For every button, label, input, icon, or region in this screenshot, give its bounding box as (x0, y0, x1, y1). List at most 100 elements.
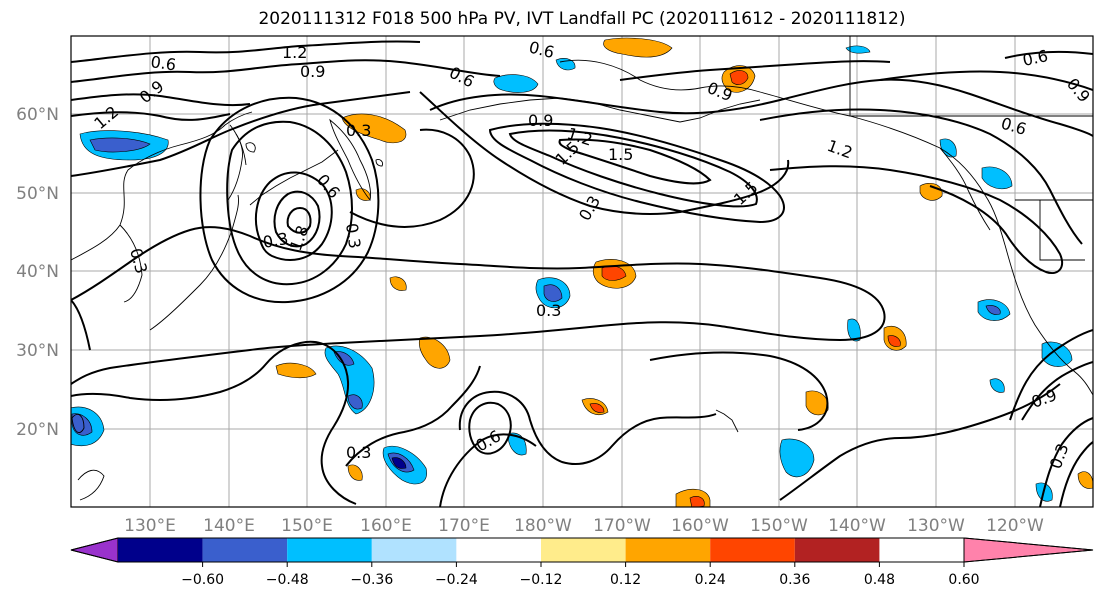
colorbar-tick-label: −0.60 (181, 572, 224, 588)
contour-line (879, 70, 1093, 91)
lon-label: 160°E (360, 516, 412, 536)
contour-line (71, 59, 501, 83)
contour-label: 0.3 (342, 222, 364, 250)
sakhalin-coastline (229, 124, 247, 166)
anomaly-patch (418, 336, 451, 369)
anomaly-patch (989, 378, 1005, 393)
colorbar-segment (371, 538, 457, 562)
contour-line (429, 78, 1093, 137)
contour-label: 0.3 (261, 229, 289, 252)
contour-line (71, 40, 421, 63)
colorbar-segment (287, 538, 372, 562)
anomaly-patch (981, 166, 1013, 190)
anomaly-patch (729, 70, 749, 85)
colorbar-tick-label: −0.48 (266, 572, 309, 588)
colorbar-tick-label: −0.24 (435, 572, 478, 588)
anomaly-patch (603, 37, 673, 58)
anomaly-patch (89, 137, 151, 153)
lon-label: 180°W (514, 516, 572, 536)
bc-coastline (939, 147, 991, 231)
aleutian-chain (439, 97, 761, 123)
lon-label: 130°E (124, 516, 176, 536)
anomaly-patch (689, 496, 705, 507)
colorbar-tick-label: 0.36 (779, 572, 810, 588)
contour-line (649, 351, 829, 431)
anomaly-patch (1077, 471, 1093, 489)
contour-line (254, 171, 333, 261)
asia-coastline (71, 111, 253, 261)
anomaly-patch (543, 284, 563, 302)
korea-coastline (119, 224, 143, 303)
lon-label: 150°E (281, 516, 333, 536)
colorbar-segment (794, 538, 880, 562)
colorbar-tick-marks (202, 562, 965, 567)
anomaly-patch (493, 74, 539, 93)
anomaly-patch (589, 403, 605, 413)
colorbar-tick-label: 0.12 (610, 572, 641, 588)
colorbar-extend-high (963, 537, 1094, 563)
colorbar-tick-label: 0.48 (864, 572, 895, 588)
lon-label: 140°W (828, 516, 886, 536)
contour-line (349, 128, 475, 228)
contour-line (71, 299, 91, 351)
lat-label: 20°N (16, 420, 59, 440)
longitude-labels: 130°E 140°E 150°E 160°E 170°E 180°W 170°… (124, 516, 1044, 536)
anomaly-patch (324, 345, 375, 415)
contour-line (273, 190, 321, 248)
pv-contours (71, 40, 1093, 507)
anomaly-patch (347, 394, 363, 410)
colorbar-segment (541, 538, 626, 562)
contour-label: 0.6 (149, 52, 177, 74)
colorbar-segment (118, 538, 203, 562)
figure-title: 2020111312 F018 500 hPa PV, IVT Landfall… (258, 9, 906, 29)
contour-line (759, 108, 1083, 245)
anomaly-patch (391, 457, 407, 469)
lon-label: 140°E (203, 516, 255, 536)
anomaly-patch (275, 362, 317, 379)
contour-line (71, 226, 886, 385)
colorbar-outline (70, 537, 1094, 563)
contour-line (199, 96, 380, 304)
lat-label: 60°N (16, 105, 59, 125)
contour-line (1021, 361, 1093, 421)
lon-label: 150°W (750, 516, 808, 536)
colorbar-tick-label: 0.60 (948, 572, 979, 588)
contour-label: 0.9 (528, 111, 553, 130)
contour-line (508, 129, 758, 208)
anomaly-patch (805, 390, 829, 416)
taiwan-coastline (71, 414, 85, 434)
contour-line (71, 93, 251, 107)
contour-line (558, 138, 712, 185)
alaska-coastline (559, 59, 1006, 246)
colorbar-tick-label: 0.24 (695, 572, 726, 588)
contour-line (769, 165, 1064, 274)
contour-label: 1.5 (608, 145, 633, 164)
contour-line (1004, 50, 1093, 59)
contour-line (468, 401, 512, 455)
latitude-labels: 60°N 50°N 40°N 30°N 20°N (16, 105, 59, 440)
contour-label: 0.3 (346, 121, 371, 140)
contour-line (71, 111, 231, 121)
anomaly-patch (887, 335, 901, 347)
state-border (1039, 200, 1085, 261)
contour-line (1059, 441, 1093, 507)
map-border (70, 35, 1094, 508)
colorbar-segment (456, 538, 541, 562)
contour-line (286, 206, 312, 234)
anomaly-patch (845, 45, 871, 54)
lat-label: 30°N (16, 341, 59, 361)
contour-line (1009, 329, 1093, 421)
philippines-coastline (77, 469, 105, 501)
anomaly-patch (71, 413, 93, 436)
colorbar-segment (202, 538, 288, 562)
canada-border (849, 36, 1093, 117)
lat-label: 50°N (16, 184, 59, 204)
colorbar-segment (710, 538, 795, 562)
lon-label: 160°W (671, 516, 729, 536)
us-coastline (1004, 244, 1093, 396)
contour-line (488, 122, 785, 224)
japan-coastline (149, 194, 239, 331)
lat-label: 40°N (16, 262, 59, 282)
contour-line (458, 390, 717, 465)
